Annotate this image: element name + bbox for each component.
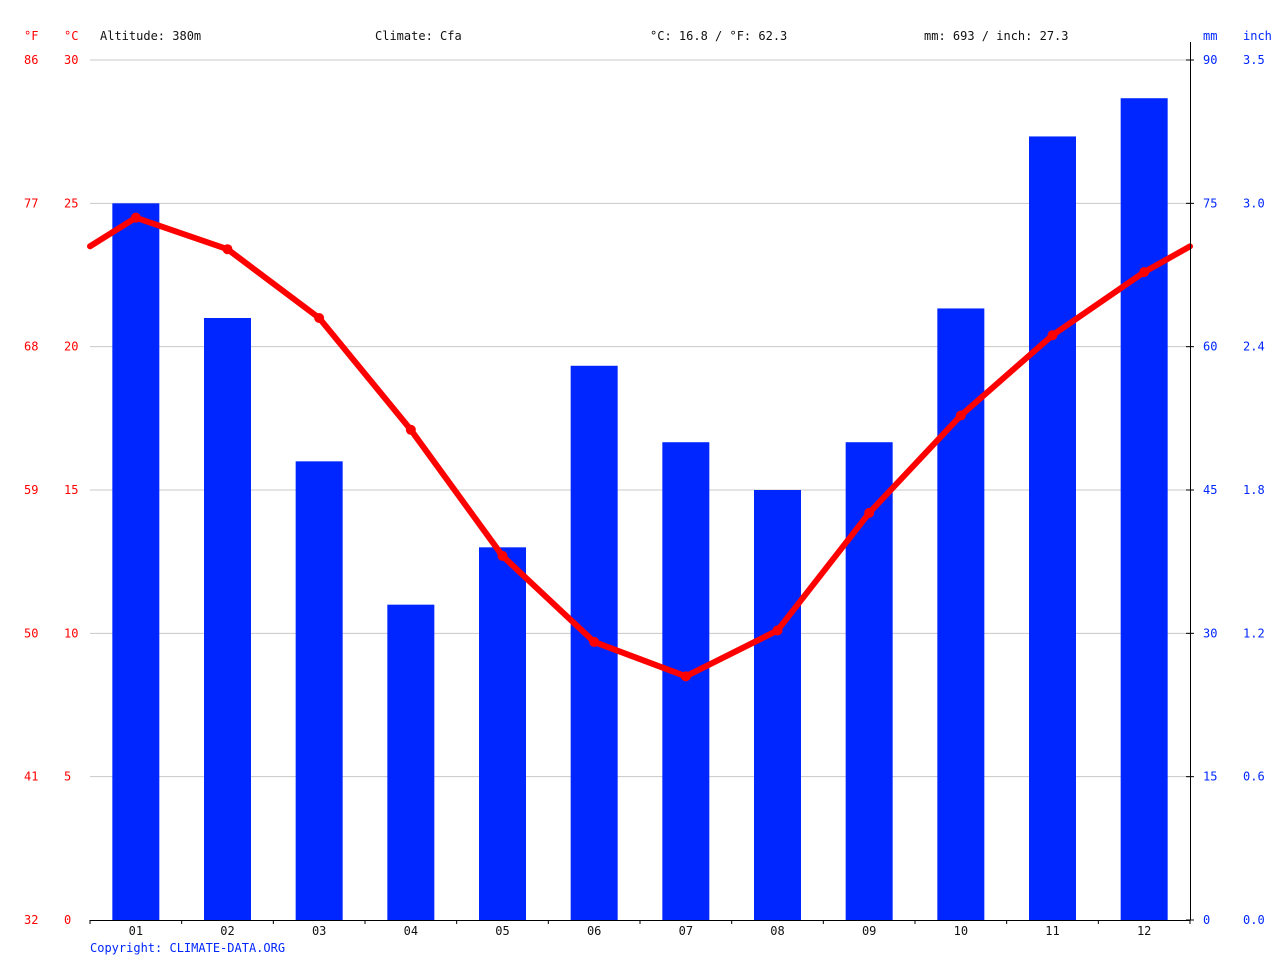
month-tick-label-06: 06 — [587, 924, 601, 938]
precipitation-bar-11 — [1029, 136, 1076, 920]
temperature-point-03 — [314, 313, 325, 323]
fahrenheit-tick-label: 59 — [24, 483, 38, 497]
inch-tick-label: 3.0 — [1243, 196, 1265, 210]
month-tick-label-12: 12 — [1137, 924, 1151, 938]
month-tick-label-07: 07 — [679, 924, 693, 938]
fahrenheit-tick-label: 50 — [24, 626, 38, 640]
inch-tick-label: 1.8 — [1243, 483, 1265, 497]
mm-tick-label: 15 — [1203, 770, 1217, 784]
total-precipitation-label: mm: 693 / inch: 27.3 — [924, 29, 1069, 43]
celsius-tick-label: 25 — [64, 196, 78, 210]
fahrenheit-tick-label: 86 — [24, 53, 38, 67]
month-tick-label-04: 04 — [404, 924, 418, 938]
precipitation-bar-04 — [387, 604, 435, 920]
fahrenheit-tick-label: 68 — [24, 340, 38, 354]
precipitation-bar-12 — [1120, 98, 1168, 920]
inch-tick-label: 2.4 — [1243, 340, 1265, 354]
month-tick-label-10: 10 — [954, 924, 968, 938]
fahrenheit-tick-label: 77 — [24, 196, 38, 210]
mm-tick-label: 45 — [1203, 483, 1217, 497]
temperature-point-11 — [1047, 330, 1058, 341]
axes — [89, 42, 1194, 924]
mm-tick-label: 90 — [1203, 53, 1217, 67]
temperature-point-04 — [405, 424, 416, 435]
mm-tick-label: 0 — [1203, 913, 1210, 927]
month-tick-label-09: 09 — [862, 924, 876, 938]
precipitation-bar-01 — [112, 203, 160, 921]
inch-tick-label: 0.0 — [1243, 913, 1265, 927]
temperature-line — [87, 212, 1193, 682]
unit-inch-label: inch — [1243, 29, 1272, 43]
mm-tick-label: 60 — [1203, 340, 1217, 354]
temperature-point-06 — [589, 636, 600, 647]
climate-label: Climate: Cfa — [375, 29, 462, 43]
unit-celsius-label: °C — [64, 29, 78, 43]
inch-tick-label: 3.5 — [1243, 53, 1265, 67]
mm-tick-label: 30 — [1203, 626, 1217, 640]
precipitation-bars — [112, 98, 1168, 921]
celsius-tick-label: 30 — [64, 53, 78, 67]
month-tick-label-08: 08 — [770, 924, 784, 938]
temperature-point-05 — [497, 550, 508, 561]
mm-tick-label: 75 — [1203, 196, 1217, 210]
unit-mm-label: mm — [1203, 29, 1217, 43]
temperature-point-02 — [222, 244, 233, 255]
unit-fahrenheit-label: °F — [24, 29, 38, 43]
temperature-point-01 — [130, 212, 141, 223]
gridlines — [90, 59, 1190, 778]
month-tick-label-05: 05 — [495, 924, 509, 938]
fahrenheit-tick-label: 41 — [24, 770, 38, 784]
month-tick-label-11: 11 — [1045, 924, 1059, 938]
celsius-tick-label: 5 — [64, 770, 71, 784]
temperature-point-12 — [1139, 267, 1150, 278]
inch-tick-label: 0.6 — [1243, 770, 1265, 784]
average-temperature-label: °C: 16.8 / °F: 62.3 — [650, 29, 787, 43]
month-tick-label-03: 03 — [312, 924, 326, 938]
celsius-tick-label: 20 — [64, 340, 78, 354]
temperature-series-line — [87, 214, 1193, 680]
precipitation-bar-09 — [845, 442, 893, 920]
precipitation-bar-03 — [295, 461, 343, 920]
precipitation-bar-08 — [754, 490, 801, 920]
temperature-point-07 — [680, 671, 691, 682]
temperature-point-08 — [772, 625, 783, 636]
celsius-tick-label: 10 — [64, 626, 78, 640]
fahrenheit-tick-label: 32 — [24, 913, 38, 927]
inch-tick-label: 1.2 — [1243, 626, 1265, 640]
temperature-point-10 — [955, 410, 966, 421]
altitude-label: Altitude: 380m — [100, 29, 201, 43]
tick-labels: 0 32 5 41 10 50 15 59 20 68 25 77 30 86 0 0.0 15 0.6 30 1.2… — [24, 53, 1265, 938]
precipitation-bar-02 — [204, 318, 251, 920]
precipitation-bar-10 — [937, 308, 985, 920]
month-tick-label-02: 02 — [220, 924, 234, 938]
celsius-tick-label: 15 — [64, 483, 78, 497]
celsius-tick-label: 0 — [64, 913, 71, 927]
precipitation-bar-05 — [479, 547, 526, 920]
copyright-link[interactable]: Copyright: CLIMATE-DATA.ORG — [90, 941, 285, 955]
month-tick-label-01: 01 — [129, 924, 143, 938]
temperature-point-09 — [864, 507, 875, 518]
